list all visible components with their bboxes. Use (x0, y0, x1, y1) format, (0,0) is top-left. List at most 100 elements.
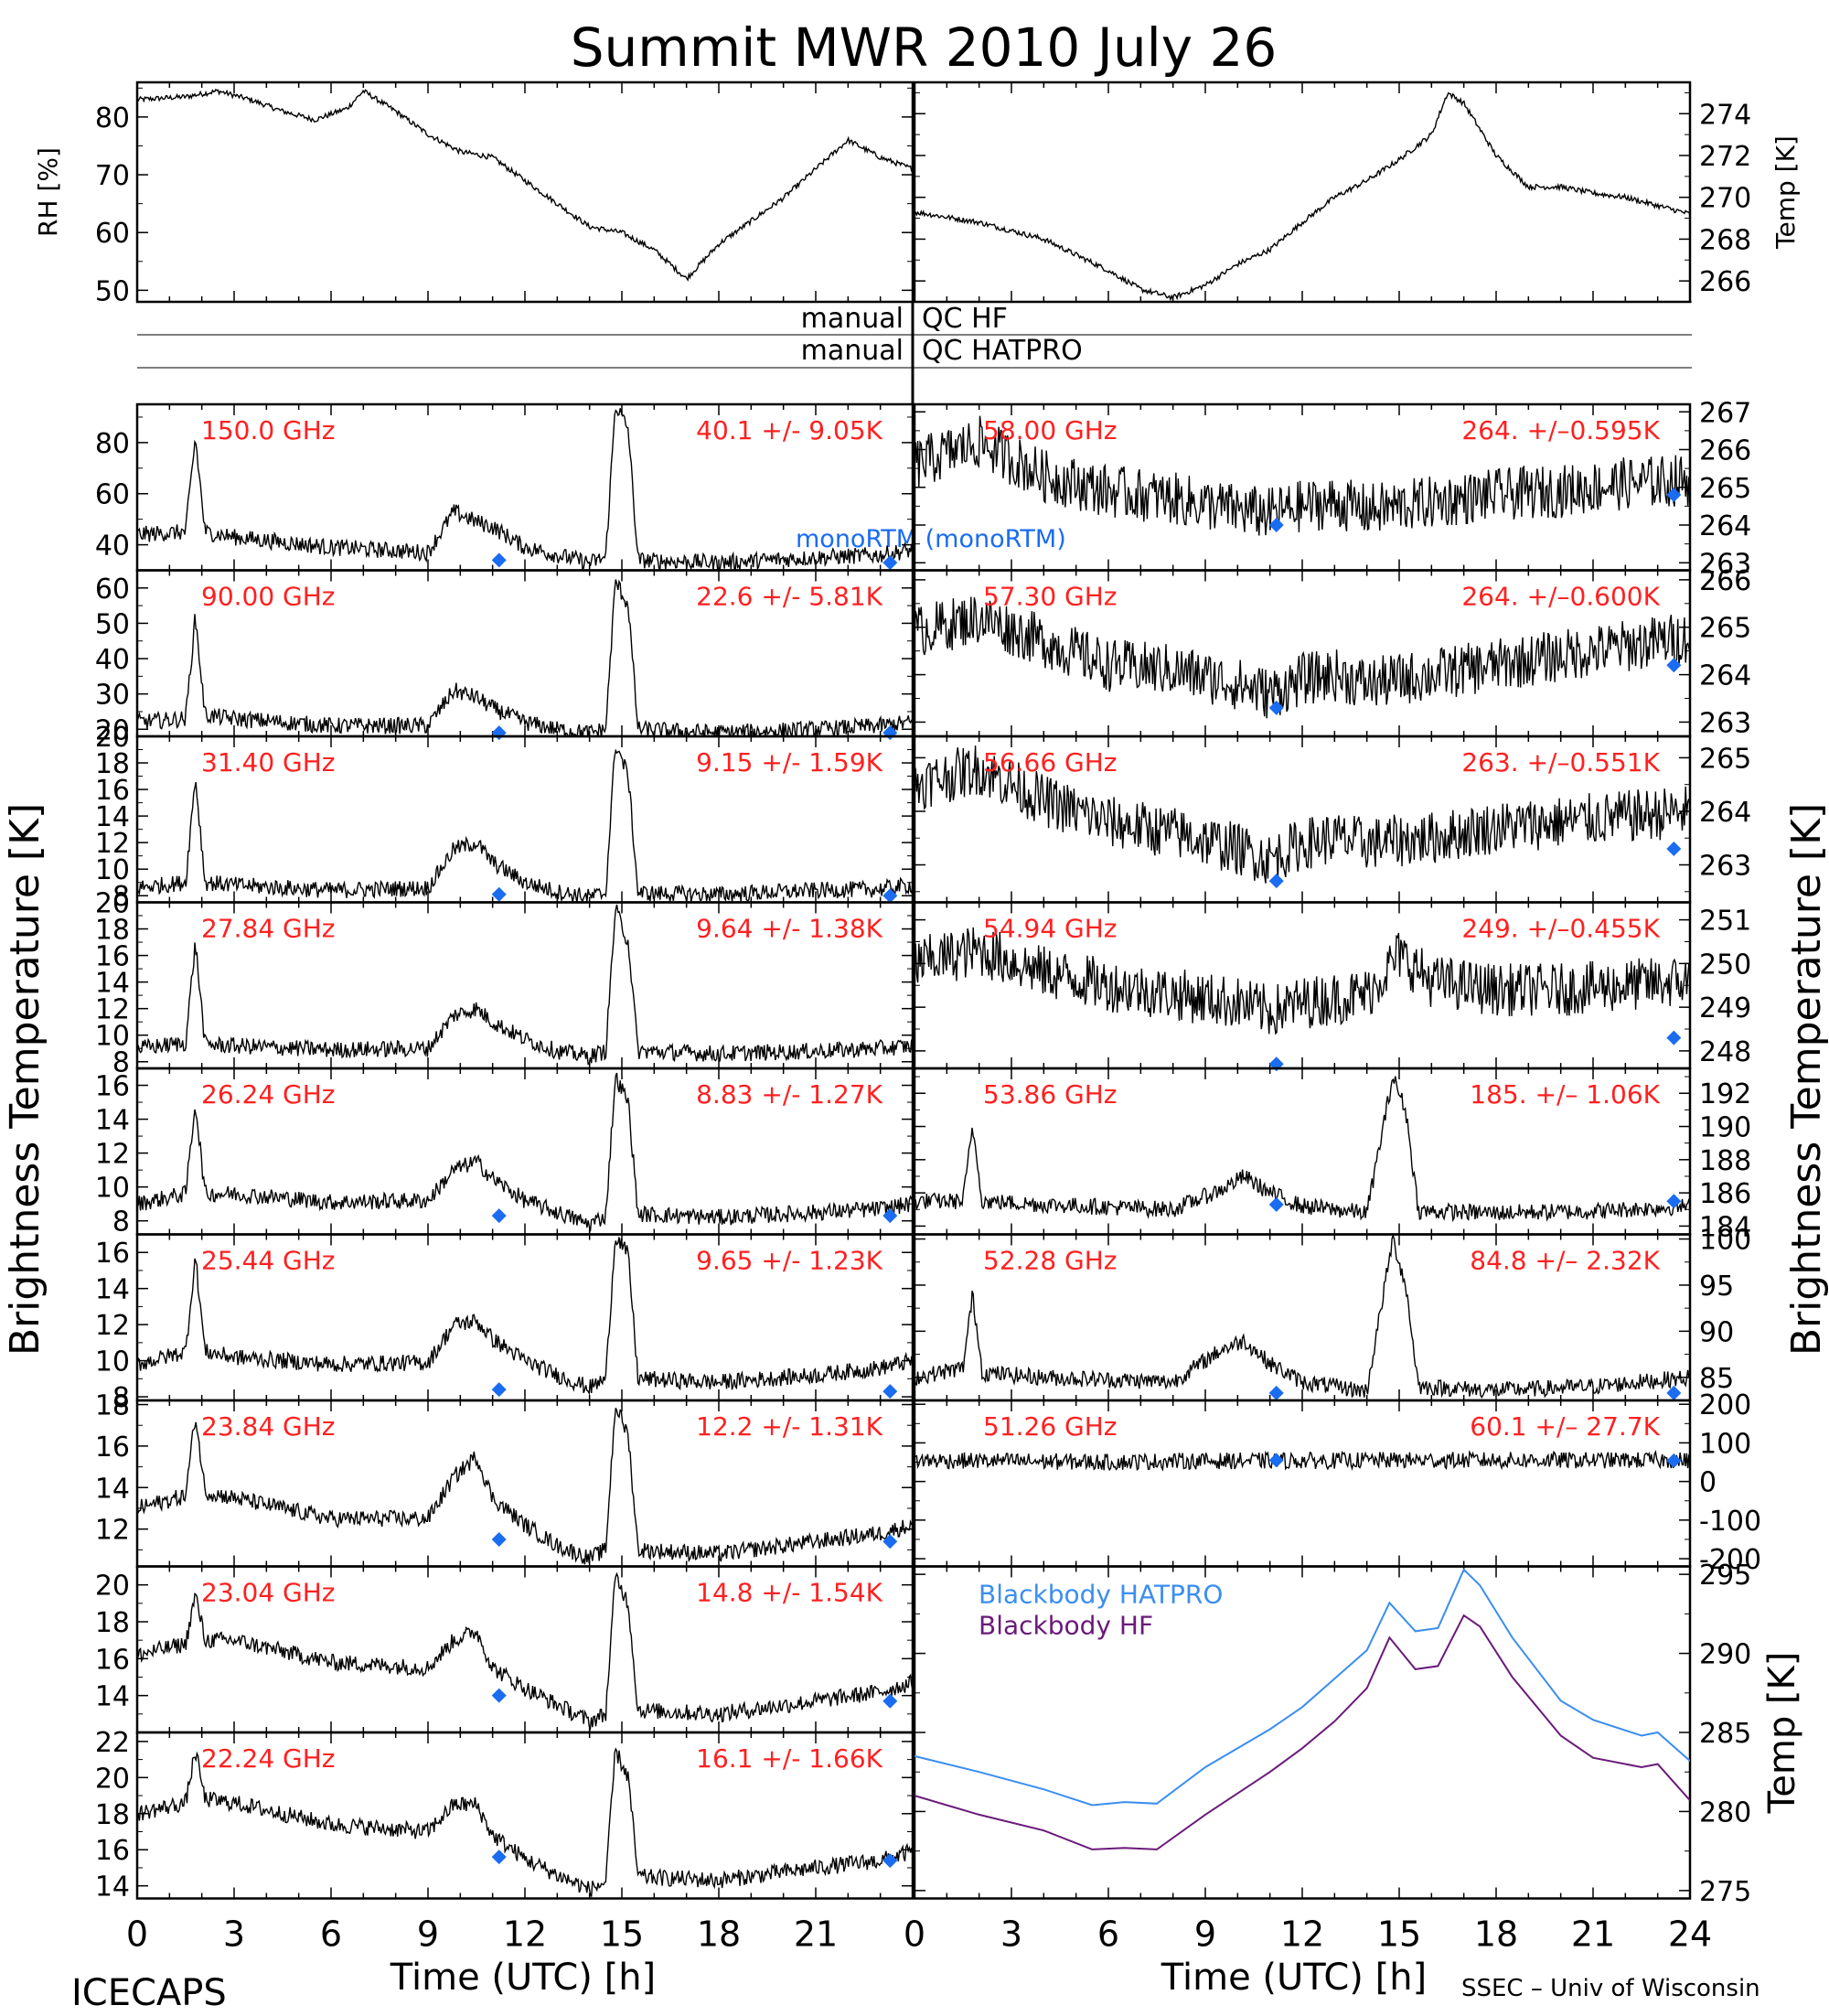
model-marker (882, 1208, 898, 1224)
y-tick-label: 12 (95, 1310, 130, 1342)
channel-label: 31.40 GHz (201, 747, 336, 777)
y-tick-label: 18 (95, 1607, 130, 1639)
y-tick-label: 275 (1699, 1876, 1751, 1908)
model-marker (1268, 518, 1284, 532)
channel-stats: 264. +/–0.595K (1461, 415, 1660, 445)
x-tick-label-right: 0 (904, 1914, 925, 1955)
x-tick-label-right: 18 (1474, 1914, 1518, 1955)
panel-52-28-GHz: 85 90 95 100 52.28 GHz 84.8 +/– 2.32K (913, 1225, 1751, 1402)
model-marker (1666, 658, 1682, 673)
channel-stats: 9.65 +/- 1.23K (696, 1246, 882, 1276)
x-tick-label-right: 12 (1280, 1914, 1324, 1955)
model-marker (882, 1534, 898, 1550)
right-y-axis-label: Brightness Temperature [K] (1783, 803, 1829, 1356)
y-tick-label: 10 (95, 1021, 130, 1053)
panel-22-24-GHz: 14 16 18 20 22 22.24 GHz 16.1 +/- 1.66K (95, 1727, 914, 1903)
y-tick-label: 14 (95, 1871, 130, 1903)
left-y-axis-label: Brightness Temperature [K] (2, 803, 48, 1356)
model-marker (1666, 488, 1682, 502)
model-marker (1666, 841, 1682, 856)
panel-frame (913, 80, 1692, 304)
y-tick-label: 20 (95, 1763, 130, 1795)
legend-blackbody-hf: Blackbody HF (979, 1611, 1153, 1641)
channel-stats: 249. +/–0.455K (1461, 914, 1660, 944)
temp-axis-label: Temp [K] (1770, 135, 1801, 250)
data-trace (137, 579, 913, 736)
y-tick-label: 8 (112, 1206, 130, 1239)
channel-stats: 9.64 +/- 1.38K (696, 914, 882, 944)
y-tick-label: 280 (1699, 1796, 1751, 1828)
x-tick-label-right: 6 (1097, 1914, 1119, 1955)
rh-axis-label: RH [%] (33, 147, 63, 237)
y-tick-label: 18 (95, 1799, 130, 1831)
data-trace (914, 415, 1690, 536)
model-marker (491, 725, 507, 741)
data-trace (914, 927, 1690, 1035)
y-tick-label: 60 (95, 479, 130, 511)
x-axis-label-right: Time (UTC) [h] (1161, 1957, 1427, 1999)
channel-label: 51.26 GHz (983, 1411, 1118, 1442)
y-tick-label: 14 (95, 1105, 130, 1137)
blackbody-axis-label: Temp [K] (1761, 1652, 1803, 1815)
panel-frame (135, 80, 914, 304)
channel-label: 58.00 GHz (983, 415, 1118, 445)
y-tick-label: 20 (95, 714, 130, 746)
figure-title: Summit MWR 2010 July 26 (571, 16, 1278, 79)
y-tick-label: 190 (1699, 1112, 1751, 1144)
channel-stats: 264. +/–0.600K (1461, 582, 1660, 612)
x-axis-label-left: Time (UTC) [h] (390, 1957, 656, 1999)
y-tick-label: 12 (95, 1139, 130, 1171)
y-tick-label: 12 (95, 994, 130, 1026)
y-tick-label: 270 (1699, 183, 1751, 215)
channel-label: 52.28 GHz (983, 1246, 1118, 1276)
model-marker (882, 1853, 898, 1869)
channel-label: 22.24 GHz (201, 1743, 336, 1774)
y-tick-label: 265 (1699, 743, 1751, 775)
model-marker (491, 1208, 507, 1224)
model-marker (882, 1384, 898, 1399)
data-trace (137, 88, 913, 282)
x-tick-label-right: 3 (1000, 1914, 1022, 1955)
y-tick-label: 264 (1699, 660, 1751, 692)
panel-23-84-GHz: 12 14 16 18 23.84 GHz 12.2 +/- 1.31K (95, 1390, 914, 1568)
data-trace (914, 91, 1690, 302)
y-tick-label: 272 (1699, 141, 1751, 173)
x-tick-label-left: 18 (697, 1914, 741, 1955)
y-tick-label: 263 (1699, 851, 1751, 883)
y-tick-label: 18 (95, 1390, 130, 1422)
x-tick-label-left: 6 (320, 1914, 342, 1955)
channel-label: 150.0 GHz (201, 415, 336, 445)
channel-label: 23.84 GHz (201, 1411, 336, 1442)
x-tick-label-right: 21 (1571, 1914, 1615, 1955)
y-tick-label: 12 (95, 1515, 130, 1547)
data-trace (137, 1747, 913, 1897)
y-tick-label: 70 (95, 160, 130, 192)
y-tick-label: 268 (1699, 224, 1751, 256)
channel-label: 57.30 GHz (983, 582, 1118, 612)
y-tick-label: 22 (95, 1727, 130, 1759)
data-trace (137, 408, 913, 571)
y-tick-label: 90 (1699, 1316, 1734, 1348)
data-trace (137, 1408, 913, 1565)
y-tick-label: 30 (95, 680, 130, 712)
y-tick-label: 265 (1699, 473, 1751, 505)
y-tick-label: 266 (1699, 266, 1751, 298)
model-marker (491, 1532, 507, 1548)
footer-right: SSEC – Univ of Wisconsin (1461, 1975, 1760, 2002)
x-tick-label-right: 24 (1668, 1914, 1712, 1955)
data-trace (914, 1234, 1690, 1399)
channel-stats: 263. +/–0.551K (1461, 747, 1660, 777)
y-tick-label: 16 (95, 941, 130, 973)
y-tick-label: 250 (1699, 949, 1751, 981)
y-tick-label: 266 (1699, 435, 1751, 467)
x-tick-label-right: 15 (1377, 1914, 1421, 1955)
channel-stats: 16.1 +/- 1.66K (696, 1743, 882, 1774)
y-tick-label: 295 (1699, 1560, 1751, 1592)
model-marker (1666, 1194, 1682, 1209)
y-tick-label: 20 (95, 888, 130, 920)
channel-label: 53.86 GHz (983, 1079, 1118, 1110)
channel-stats: 40.1 +/- 9.05K (696, 415, 882, 445)
